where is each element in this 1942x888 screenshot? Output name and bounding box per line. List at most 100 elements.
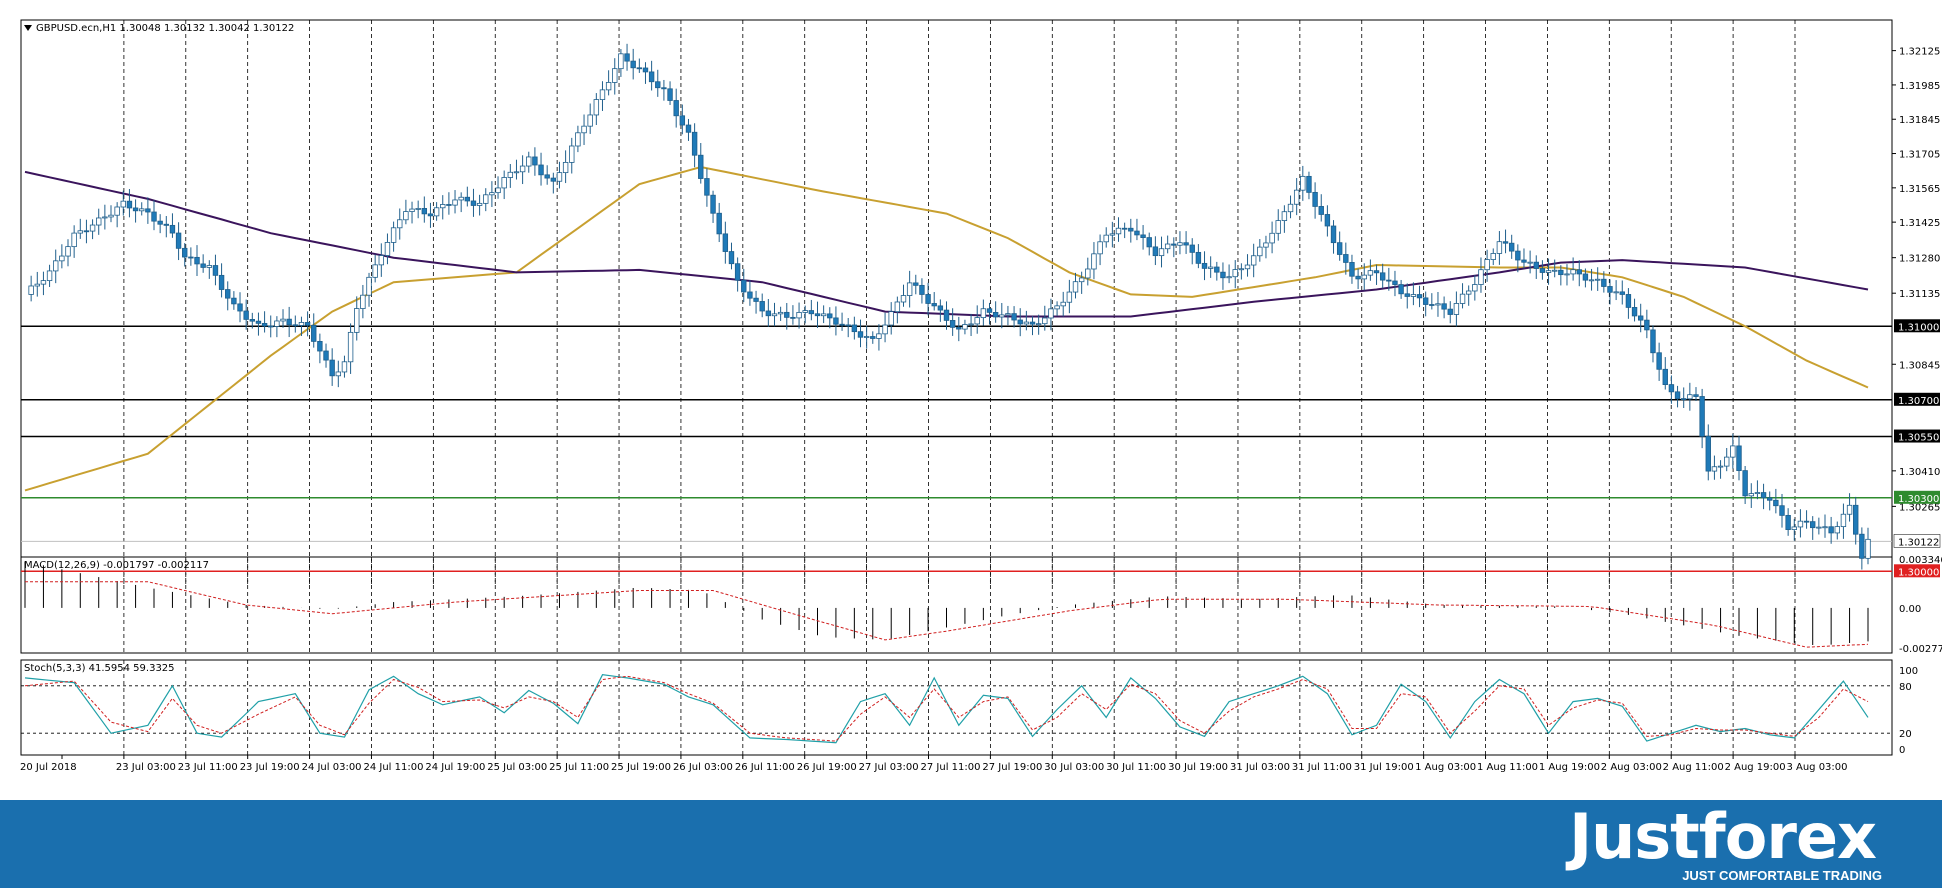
candle-body (962, 324, 968, 330)
candle-body (575, 132, 581, 147)
candle-body (974, 317, 980, 325)
brand-logo: Justforex (1569, 800, 1877, 873)
candle-body (1803, 520, 1810, 523)
candle-body (1687, 394, 1693, 400)
candle-body (1816, 526, 1822, 529)
x-tick-label: 2 Aug 11:00 (1663, 762, 1724, 773)
candle-body (206, 265, 212, 268)
y-tick-label: 1.31705 (1899, 150, 1940, 161)
candle-body (1767, 497, 1773, 501)
candle-body (1318, 206, 1324, 215)
candle-body (605, 82, 612, 91)
candle-body (642, 67, 649, 73)
y-tick-label: 1.31135 (1899, 289, 1940, 300)
candle-body (1810, 521, 1816, 529)
brand-tagline: JUST COMFORTABLE TRADING (1682, 868, 1882, 883)
candle-body (274, 320, 280, 327)
candle-body (372, 264, 378, 278)
x-tick-label: 23 Jul 11:00 (178, 762, 238, 773)
macd-y-tick-label: 0.00 (1899, 604, 1921, 615)
candle-body (839, 323, 845, 326)
candle-body (1398, 284, 1404, 295)
candle-body (519, 165, 526, 173)
candle-body (814, 313, 821, 317)
candle-body (243, 310, 249, 320)
candle-body (440, 204, 446, 209)
stoch-y-tick-label: 100 (1899, 666, 1918, 677)
candle-body (71, 232, 77, 248)
x-tick-label: 2 Aug 19:00 (1725, 762, 1786, 773)
candle-body (1373, 270, 1380, 274)
candle-body (1121, 227, 1128, 230)
candle-body (1078, 277, 1085, 283)
candle-body (433, 207, 440, 217)
candle-body (1085, 268, 1091, 279)
candle-body (599, 89, 606, 100)
candle-body (562, 161, 569, 174)
candle-body (1005, 313, 1011, 316)
x-tick-label: 3 Aug 03:00 (1786, 762, 1847, 773)
candle-body (679, 115, 686, 126)
candle-body (458, 196, 464, 201)
candle-body (894, 301, 901, 313)
candle-body (409, 208, 415, 212)
x-tick-label: 30 Jul 11:00 (1106, 762, 1166, 773)
candle-body (1355, 275, 1361, 280)
candle-body (1705, 435, 1711, 472)
candle-body (145, 208, 151, 213)
pane-frame-2 (20, 659, 1893, 756)
pane-frame-0 (20, 19, 1893, 587)
candle-body (1269, 232, 1275, 244)
candle-body (937, 305, 944, 311)
candle-body (1527, 261, 1533, 264)
candle-body (1091, 253, 1097, 270)
brand-footer: Justforex JUST COMFORTABLE TRADING (0, 800, 1942, 888)
candle-body (900, 295, 907, 303)
candle-body (1508, 242, 1515, 252)
candle-body (1183, 242, 1189, 246)
candle-body (354, 308, 360, 333)
candle-body (28, 285, 34, 295)
candle-body (1730, 445, 1736, 458)
candle-body (1693, 394, 1699, 397)
candle-body (1539, 268, 1546, 273)
candle-body (1754, 492, 1761, 494)
y-tick-label: 1.31280 (1899, 254, 1940, 265)
x-tick-label: 1 Aug 11:00 (1477, 762, 1538, 773)
candle-body (1779, 505, 1785, 516)
candle-body (1060, 301, 1066, 307)
candle-body (1631, 307, 1638, 317)
candle-body (1619, 291, 1625, 295)
candle-body (1312, 191, 1318, 207)
candle-body (655, 81, 661, 89)
candle-body (550, 177, 557, 182)
candle-body (1668, 384, 1675, 393)
candle-body (593, 99, 600, 116)
x-tick-label: 31 Jul 03:00 (1230, 762, 1290, 773)
candle-body (200, 263, 206, 268)
candle-body (888, 311, 894, 326)
candle-body (83, 230, 90, 233)
candle-body (1349, 262, 1355, 277)
candle-body (452, 199, 458, 206)
x-tick-label: 1 Aug 19:00 (1539, 762, 1600, 773)
level-badge-text: 1.30550 (1898, 433, 1939, 444)
candle-body (1459, 293, 1466, 304)
level-badge-text: 1.31000 (1898, 322, 1939, 333)
current-price-text: 1.30122 (1898, 537, 1939, 548)
candle-body (286, 318, 292, 326)
x-tick-label: 31 Jul 11:00 (1292, 762, 1352, 773)
candle-body (1097, 241, 1103, 255)
candle-body (397, 219, 403, 229)
candle-body (483, 194, 489, 204)
candle-body (1711, 466, 1718, 472)
candle-body (1293, 189, 1300, 205)
candle-body (1502, 241, 1509, 244)
candle-body (1422, 297, 1429, 305)
candle-body (1594, 278, 1601, 281)
candle-body (685, 124, 692, 133)
candle-body (1545, 270, 1552, 273)
candle-body (1551, 269, 1558, 272)
candle-body (759, 301, 765, 312)
candle-body (59, 255, 65, 262)
